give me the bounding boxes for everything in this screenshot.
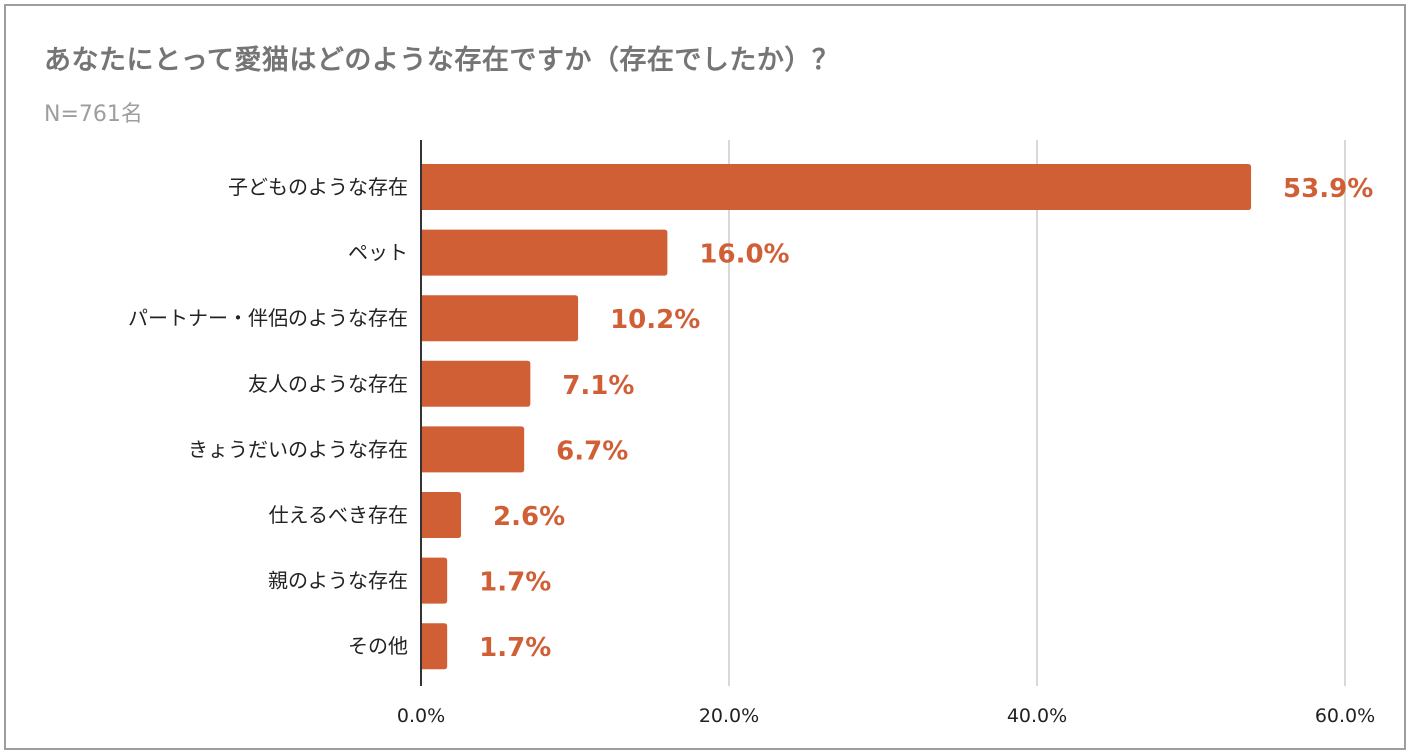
value-label: 7.1%	[562, 371, 634, 401]
x-tick-label: 40.0%	[1007, 705, 1067, 727]
category-label: パートナー・伴侶のような存在	[128, 306, 408, 330]
value-label: 53.9%	[1283, 174, 1373, 204]
bar	[421, 426, 525, 473]
x-tick-label: 20.0%	[699, 705, 759, 727]
bar	[421, 492, 462, 538]
gridlines	[728, 140, 1346, 686]
category-label: 仕えるべき存在	[269, 503, 408, 527]
value-label: 6.7%	[556, 436, 628, 466]
bar	[421, 164, 1252, 210]
x-tick-label: 60.0%	[1315, 705, 1375, 727]
bar	[421, 295, 579, 342]
category-label: 友人のような存在	[248, 372, 408, 396]
category-label: 親のような存在	[268, 569, 408, 593]
chart-frame	[4, 4, 1406, 750]
bar	[421, 229, 668, 276]
category-label: きょうだいのような存在	[188, 437, 408, 461]
value-labels: 53.9% 16.0% 10.2% 7.1% 6.7% 2.6% 1.7% 1.7%	[479, 174, 1373, 663]
value-label: 10.2%	[610, 305, 700, 335]
bar	[421, 557, 448, 604]
bars	[421, 164, 1252, 670]
value-label: 16.0%	[699, 240, 789, 270]
value-label: 1.7%	[479, 633, 551, 663]
bar	[421, 360, 531, 407]
category-label: ペット	[348, 241, 408, 265]
category-label: その他	[348, 634, 408, 658]
category-label: 子どものような存在	[228, 175, 408, 199]
x-tick-label: 0.0%	[397, 705, 445, 727]
value-label: 2.6%	[493, 502, 565, 532]
value-label: 1.7%	[479, 568, 551, 598]
chart-subtitle: N=761名	[44, 102, 143, 127]
x-tick-labels: 0.0% 20.0% 40.0% 60.0%	[397, 705, 1375, 727]
chart-title: あなたにとって愛猫はどのような存在ですか（存在でしたか）？	[44, 45, 840, 76]
category-labels: 子どものような存在ペットパートナー・伴侶のような存在友人のような存在きょうだいの…	[128, 175, 408, 658]
bar	[421, 623, 448, 670]
